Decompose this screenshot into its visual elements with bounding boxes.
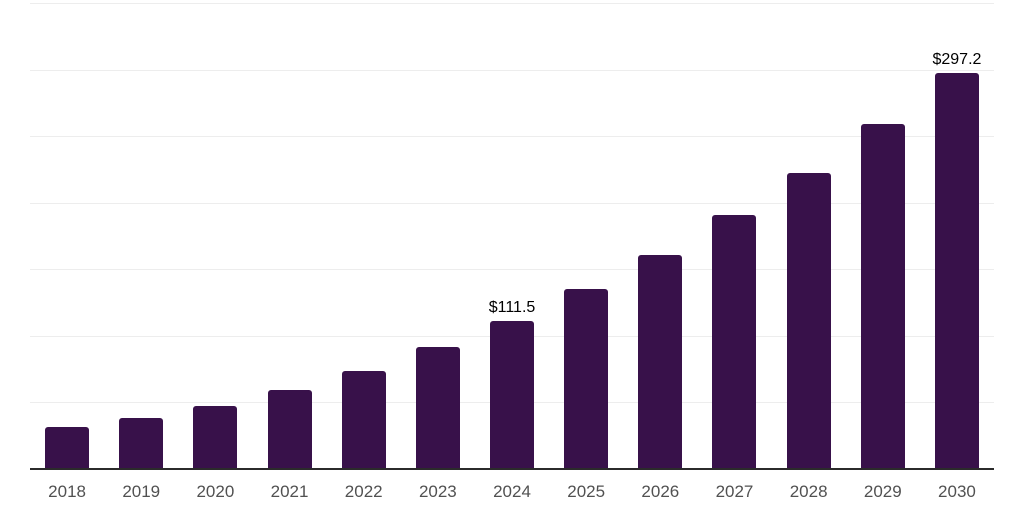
bar-2026 bbox=[638, 255, 683, 469]
bar-2021 bbox=[267, 389, 312, 469]
plot-area: $111.5 $297.2 bbox=[30, 3, 994, 469]
x-tick-2021: 2021 bbox=[270, 482, 309, 501]
x-tick-2024: 2024 bbox=[493, 482, 531, 501]
bar-column-2028 bbox=[772, 3, 846, 469]
bar-column-2023 bbox=[401, 3, 475, 469]
gridline-200 bbox=[30, 202, 994, 204]
bar-2023 bbox=[415, 347, 460, 469]
x-tick-2020: 2020 bbox=[196, 482, 235, 501]
x-tick-2027: 2027 bbox=[715, 482, 754, 501]
x-tick-2029: 2029 bbox=[863, 482, 902, 501]
bar-2022 bbox=[341, 370, 386, 469]
bar-2030 bbox=[934, 73, 979, 469]
bar-column-2025 bbox=[549, 3, 623, 469]
gridline-150 bbox=[30, 269, 994, 271]
bar-column-2022 bbox=[327, 3, 401, 469]
x-tick-2028: 2028 bbox=[789, 482, 828, 501]
x-tick-2026: 2026 bbox=[641, 482, 680, 501]
x-axis-labels: 2018 2019 2020 2021 2022 2023 2024 2025 2026 2027… bbox=[30, 482, 994, 502]
x-tick-2022: 2022 bbox=[344, 482, 383, 501]
bar-2029 bbox=[860, 124, 905, 469]
x-tick-2018: 2018 bbox=[48, 482, 86, 501]
bar-column-2018 bbox=[30, 3, 104, 469]
bar-value-label-2030: $297.2 bbox=[932, 51, 982, 69]
bars-row: $111.5 $297.2 bbox=[30, 3, 994, 469]
bar-column-2024: $111.5 bbox=[475, 3, 549, 469]
bar-value-label-2024: $111.5 bbox=[488, 298, 536, 316]
bar-2018 bbox=[45, 427, 90, 469]
bar-column-2030: $297.2 bbox=[920, 3, 994, 469]
gridline-350 bbox=[30, 3, 994, 4]
bar-2025 bbox=[564, 289, 609, 469]
x-tick-2025: 2025 bbox=[567, 482, 606, 501]
bar-2019 bbox=[119, 418, 164, 469]
bar-column-2020 bbox=[178, 3, 252, 469]
bar-column-2026 bbox=[623, 3, 697, 469]
bar-2028 bbox=[786, 172, 831, 469]
x-tick-2023: 2023 bbox=[418, 482, 457, 501]
gridline-300 bbox=[30, 69, 994, 71]
x-tick-2019: 2019 bbox=[122, 482, 161, 501]
x-tick-2030: 2030 bbox=[938, 482, 976, 501]
bar-2020 bbox=[193, 405, 238, 469]
x-axis-line bbox=[30, 468, 994, 470]
bar-2024 bbox=[490, 320, 535, 469]
bar-column-2027 bbox=[697, 3, 771, 469]
bar-column-2019 bbox=[104, 3, 178, 469]
bar-column-2029 bbox=[846, 3, 920, 469]
gridline-250 bbox=[30, 136, 994, 138]
bar-column-2021 bbox=[252, 3, 326, 469]
bar-2027 bbox=[712, 215, 757, 469]
